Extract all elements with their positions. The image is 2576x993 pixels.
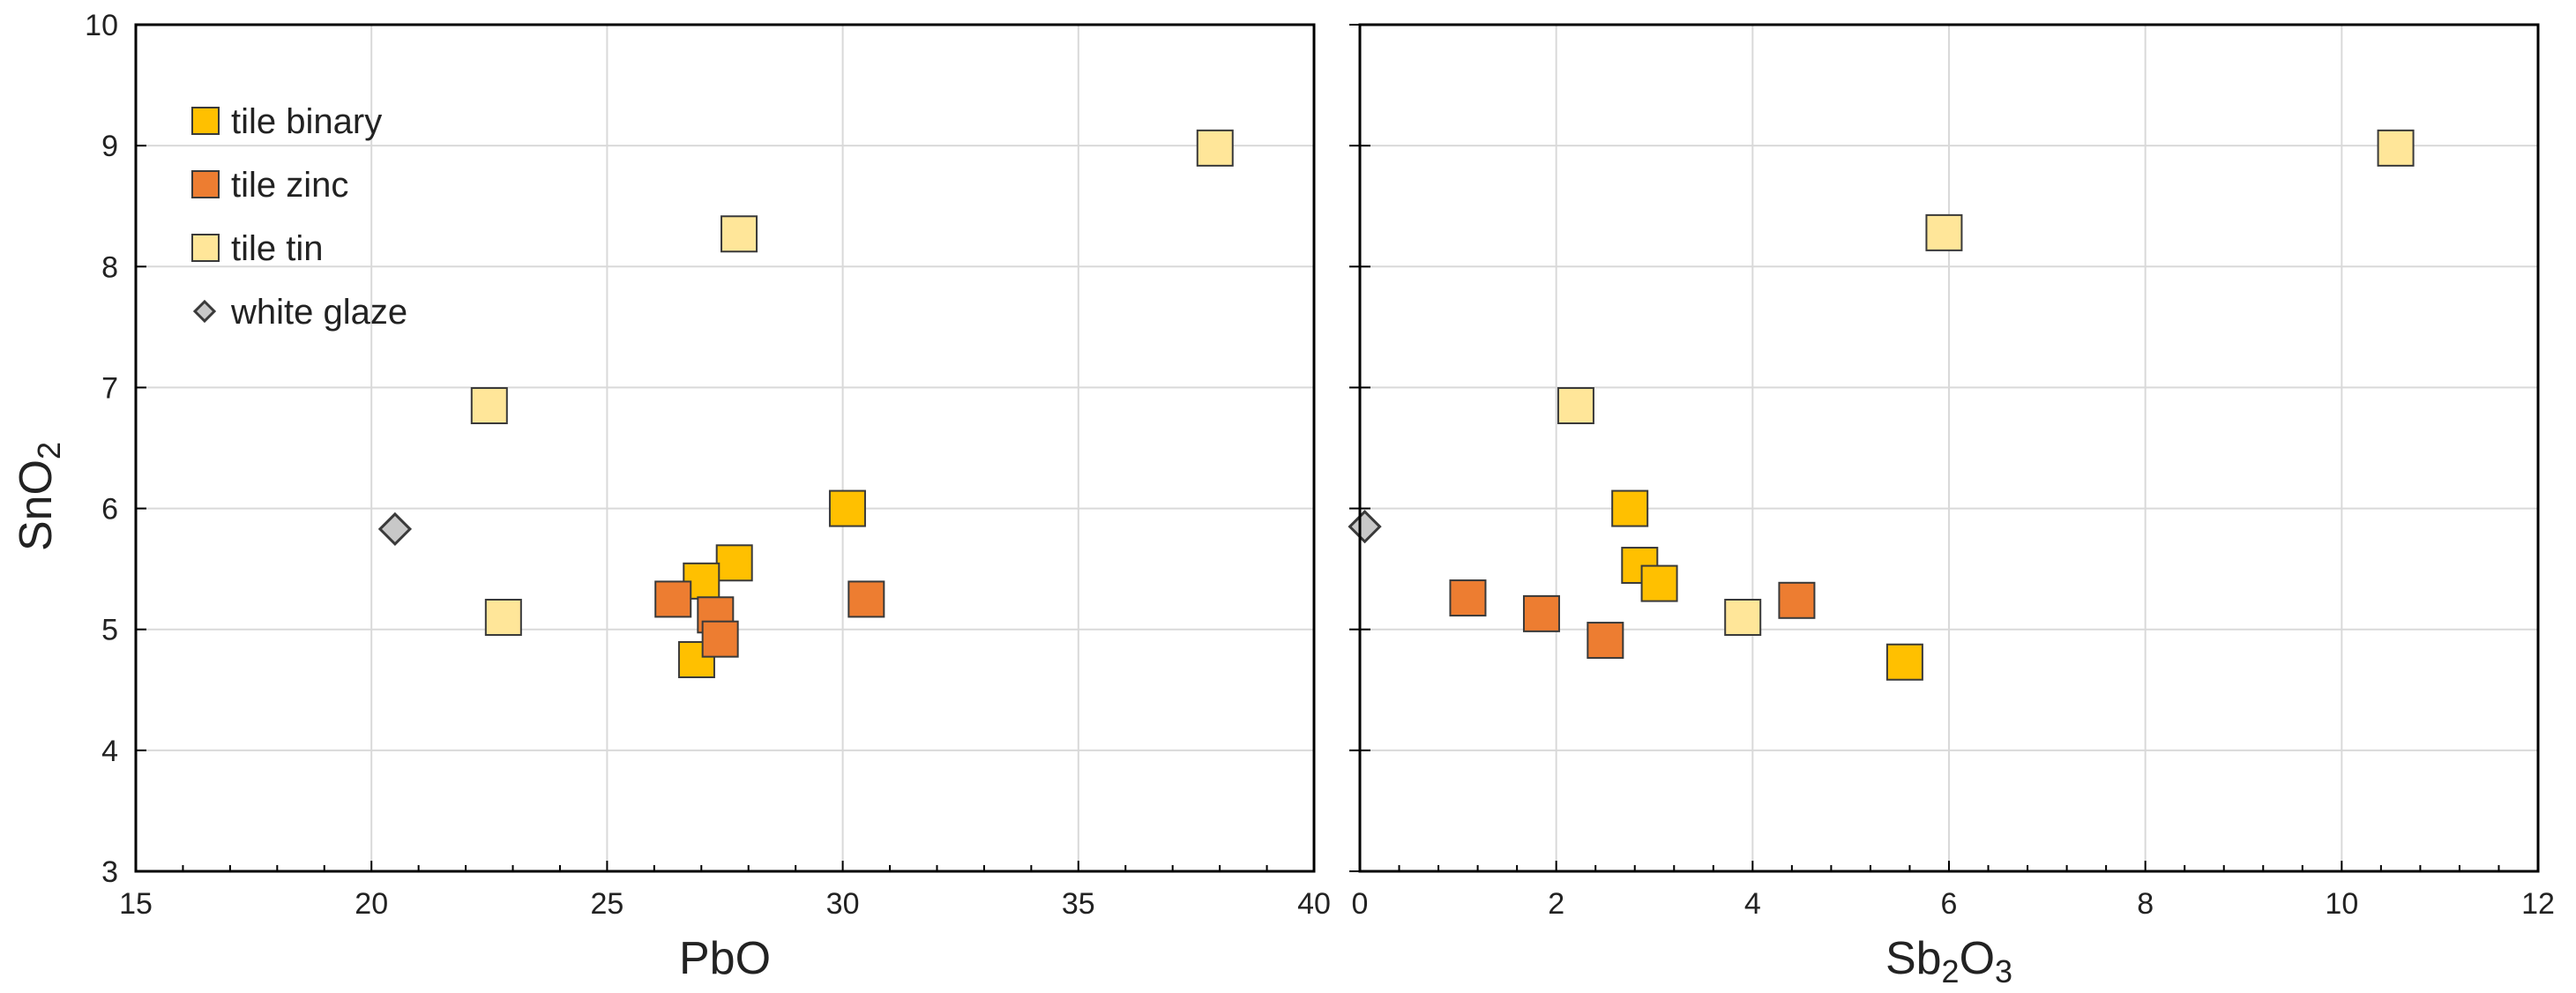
x-tick-label: 25 bbox=[590, 887, 623, 921]
x-axis-title-right-main: Sb bbox=[1885, 933, 1942, 984]
point-tile-binary bbox=[1611, 489, 1649, 527]
x-axis-title-left-main: PbO bbox=[679, 933, 771, 984]
legend-swatch bbox=[191, 107, 220, 135]
point-tile-binary bbox=[1640, 564, 1678, 602]
x-axis-title-left: PbO bbox=[679, 933, 771, 984]
legend-item-tile-binary: tile binary bbox=[191, 102, 382, 141]
point-tile-binary bbox=[715, 544, 753, 582]
point-tile-zinc bbox=[701, 620, 739, 658]
point-tile-binary bbox=[1885, 643, 1923, 681]
point-tile-zinc bbox=[1587, 622, 1624, 660]
data-points bbox=[1348, 129, 2415, 681]
x-axis-title-right-sub2: 3 bbox=[1995, 953, 2012, 989]
x-tick-label: 40 bbox=[1297, 887, 1331, 921]
point-tile-zinc bbox=[1778, 581, 1816, 619]
x-axis-title-right-mid: O bbox=[1960, 933, 1995, 984]
legend-swatch bbox=[191, 170, 220, 198]
x-axis-title-right: Sb2O3 bbox=[1885, 933, 2012, 989]
x-tick-label: 20 bbox=[355, 887, 388, 921]
y-tick-label: 7 bbox=[101, 371, 118, 405]
point-tile-zinc bbox=[1522, 594, 1560, 632]
legend-swatch bbox=[192, 299, 217, 324]
x-tick-label: 30 bbox=[826, 887, 860, 921]
legend-item-tile-zinc: tile zinc bbox=[191, 166, 348, 205]
x-tick-label: 6 bbox=[1941, 887, 1958, 921]
y-axis-title: SnO2 bbox=[11, 442, 67, 551]
point-tile-zinc bbox=[654, 580, 692, 618]
y-tick-label: 10 bbox=[85, 9, 118, 42]
y-tick-label: 4 bbox=[101, 735, 118, 768]
legend-label: tile tin bbox=[231, 229, 324, 268]
plot-frame bbox=[134, 23, 1316, 873]
data-points bbox=[377, 129, 1234, 678]
point-tile-tin bbox=[470, 387, 508, 424]
x-tick-label: 4 bbox=[1744, 887, 1761, 921]
y-axis-title-main: SnO bbox=[11, 459, 62, 551]
point-tile-tin bbox=[1925, 213, 1963, 251]
axis-ticks: 0 2 4 6 8 10 12 bbox=[1349, 24, 2555, 921]
y-tick-label: 3 bbox=[101, 855, 118, 889]
legend-label: white glaze bbox=[230, 293, 407, 332]
legend-label: tile binary bbox=[231, 102, 382, 141]
point-white-glaze bbox=[377, 511, 413, 547]
x-tick-label: 8 bbox=[2137, 887, 2154, 921]
y-tick-label: 9 bbox=[101, 130, 118, 163]
x-tick-label: 15 bbox=[119, 887, 153, 921]
point-tile-tin bbox=[721, 215, 758, 253]
point-tile-tin bbox=[1724, 599, 1762, 636]
point-tile-tin bbox=[1196, 129, 1234, 167]
chart-panel-pbo: 15 20 25 30 35 40 3 4 5 6 7 8 9 10 bbox=[85, 9, 1331, 921]
x-tick-label: 10 bbox=[2325, 887, 2358, 921]
y-tick-label: 6 bbox=[101, 493, 118, 526]
x-tick-label: 12 bbox=[2521, 887, 2555, 921]
y-tick-label: 8 bbox=[101, 250, 118, 284]
x-tick-label: 2 bbox=[1548, 887, 1564, 921]
y-axis-title-subscript: 2 bbox=[31, 442, 67, 459]
y-tick-label: 5 bbox=[101, 614, 118, 647]
x-tick-label: 35 bbox=[1062, 887, 1095, 921]
point-white-glaze bbox=[1348, 510, 1382, 544]
point-tile-tin bbox=[1557, 387, 1594, 424]
chart-panel-sb2o3: 0 2 4 6 8 10 12 bbox=[1348, 23, 2555, 921]
legend-item-tile-tin: tile tin bbox=[191, 229, 324, 268]
point-tile-tin bbox=[2377, 129, 2415, 167]
x-axis-title-right-sub1: 2 bbox=[1942, 953, 1960, 989]
x-tick-label: 0 bbox=[1352, 887, 1369, 921]
point-tile-zinc bbox=[1449, 579, 1487, 617]
chart-legend: tile binary tile zinc tile tin white glaze bbox=[191, 102, 407, 332]
legend-label: tile zinc bbox=[231, 166, 348, 205]
legend-swatch bbox=[191, 234, 220, 262]
point-tile-tin bbox=[484, 599, 522, 636]
point-tile-zinc bbox=[847, 580, 885, 618]
axis-ticks: 15 20 25 30 35 40 3 4 5 6 7 8 9 10 bbox=[85, 9, 1331, 921]
legend-item-white-glaze: white glaze bbox=[192, 293, 407, 332]
point-tile-binary bbox=[828, 489, 866, 527]
